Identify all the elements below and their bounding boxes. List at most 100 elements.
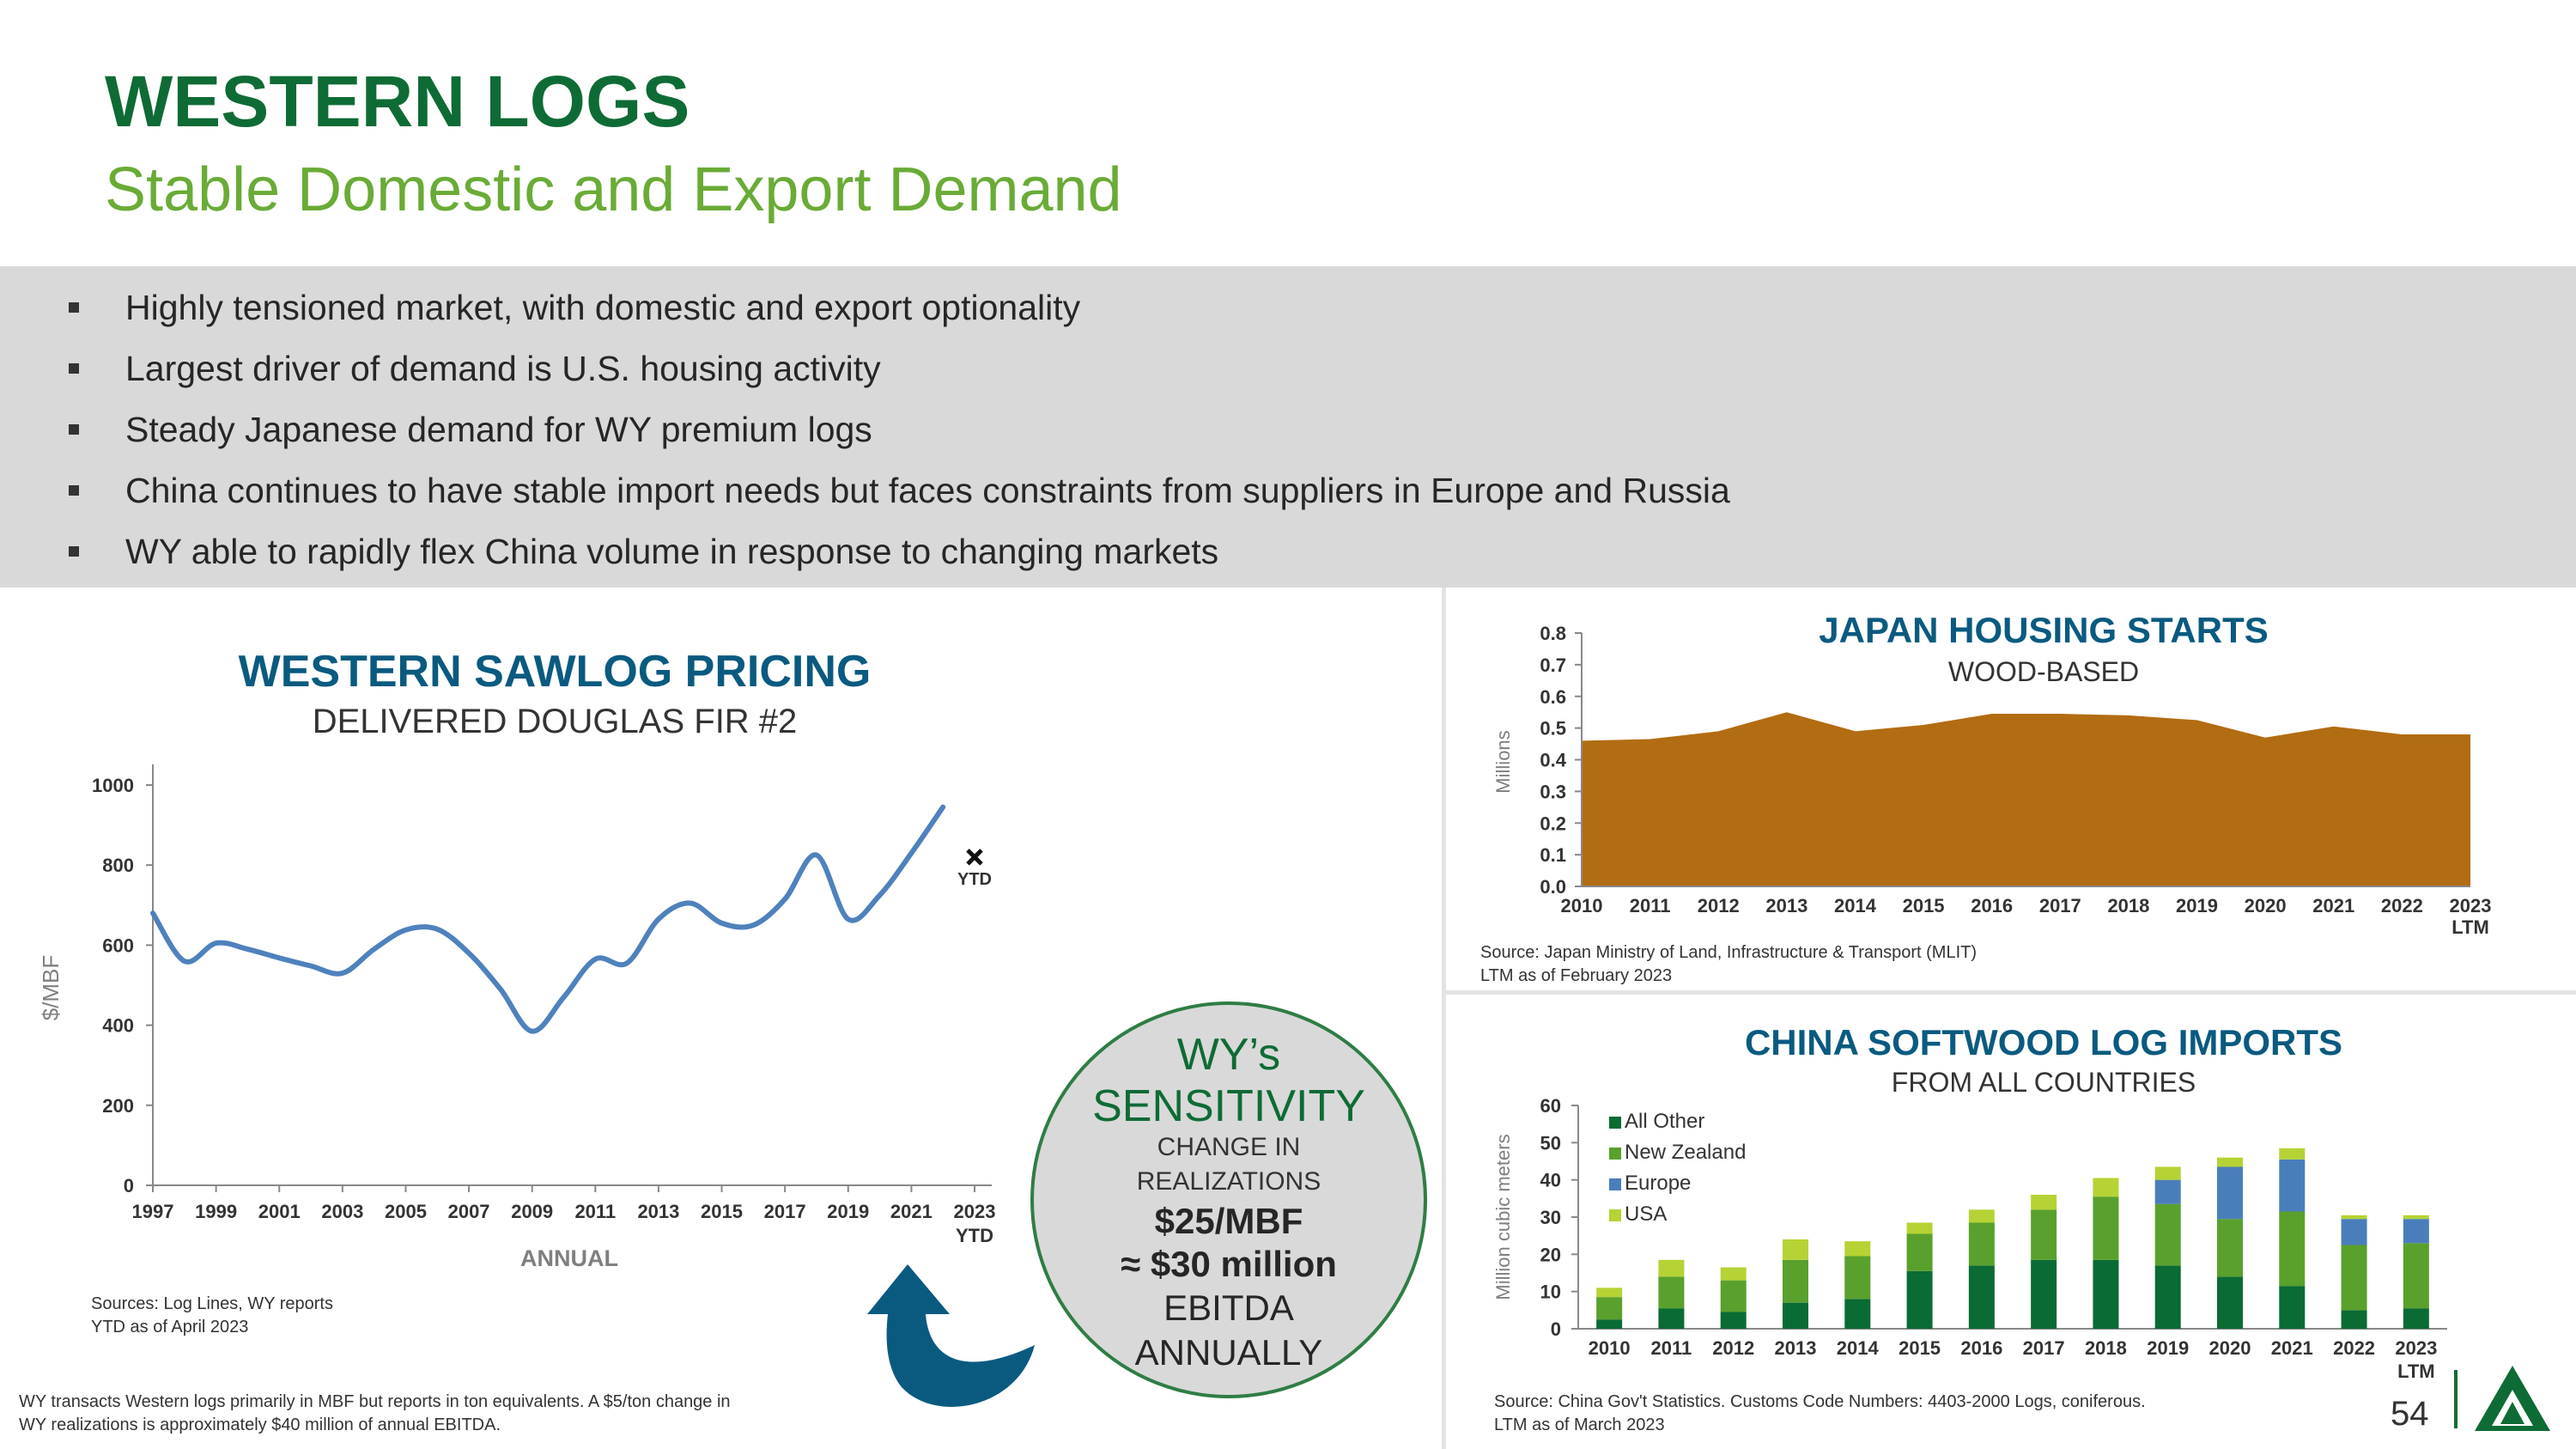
sensitivity-heading: WY’s SENSITIVITY [1034,1029,1424,1132]
china-asof: LTM as of March 2023 [1494,1416,1665,1434]
sawlog-x-tick-label: 1997 [132,1201,174,1222]
page-title: WESTERN LOGS [105,61,690,142]
bullet-square-icon [69,362,79,374]
sawlog-y-tick-label: 600 [102,935,134,956]
china-legend-label: Europe [1625,1172,1691,1195]
sawlog-x-tick-label: 2013 [637,1201,679,1222]
japan-source: Source: Japan Ministry of Land, Infrastr… [1480,943,1978,962]
sawlog-x-tick-label: 1999 [195,1201,237,1222]
china-bar-segment [1783,1259,1808,1303]
sensitivity-footer: EBITDA ANNUALLY [1034,1286,1424,1375]
china-bar-segment [2031,1209,2057,1260]
china-bar-segment [1844,1241,1871,1257]
curved-arrow-icon [867,1264,1035,1407]
sawlog-y-axis-title: $/MBF [38,955,64,1021]
china-bar-segment [1906,1233,1933,1271]
china-bar-segment [2154,1179,2181,1204]
page-subtitle: Stable Domestic and Export Demand [105,155,1122,224]
bullet-text: China continues to have stable import ne… [125,470,1730,510]
sawlog-x-tick-label: 2011 [574,1201,616,1222]
bullet-square-icon [69,484,79,496]
china-source: Source: China Gov't Statistics. Customs … [1494,1392,2146,1411]
sensitivity-footer-line1: EBITDA [1163,1288,1294,1328]
china-bar-segment [2279,1159,2306,1212]
sensitivity-price-change: $25/MBF [1154,1201,1303,1241]
china-bar-segment [1783,1302,1808,1329]
japan-x-tick-label: 2013 [1765,895,1807,916]
china-bar-segment [2093,1196,2119,1260]
sawlog-x-tick-label: 2015 [701,1201,743,1222]
bullet-item: Steady Japanese demand for WY premium lo… [69,399,1730,460]
sawlog-asof: YTD as of April 2023 [91,1318,249,1336]
sensitivity-desc-line1: CHANGE IN [1157,1133,1301,1161]
japan-y-axis-title: Millions [1492,730,1514,793]
japan-x-tick-label: 2020 [2245,895,2287,916]
china-y-tick-label: 10 [1540,1282,1561,1303]
china-y-tick-label: 0 [1551,1318,1561,1340]
japan-chart-title: JAPAN HOUSING STARTS [1819,610,2269,650]
japan-y-tick-label: 0.8 [1540,623,1566,644]
china-chart-title: CHINA SOFTWOOD LOG IMPORTS [1744,1022,2343,1062]
japan-x-tick-label: 2014 [1834,895,1877,916]
china-y-tick-label: 20 [1540,1244,1561,1265]
sensitivity-callout: WY’s SENSITIVITY CHANGE IN REALIZATIONS … [1030,1002,1427,1398]
sawlog-x-tick-label: 2001 [258,1201,301,1222]
panel-divider-vertical [1442,588,1446,1449]
sawlog-x-tick-label: 2003 [321,1201,363,1222]
sawlog-y-tick-label: 800 [102,855,134,876]
china-bar-segment [1720,1280,1747,1312]
sensitivity-description: CHANGE IN REALIZATIONS [1034,1130,1424,1199]
china-chart-subtitle: FROM ALL COUNTRIES [1891,1067,2196,1098]
japan-x-tick-label: 2010 [1561,895,1603,916]
japan-y-tick-label: 0.5 [1540,718,1566,740]
sawlog-y-tick-label: 0 [124,1175,134,1196]
sawlog-x-tick-label: 2021 [890,1201,933,1222]
japan-x-tick-label: 2017 [2039,895,2081,916]
japan-y-tick-label: 0.6 [1540,686,1566,708]
china-bar-segment [2279,1211,2306,1287]
china-x-tick-label: 2013 [1775,1337,1817,1359]
china-y-axis-title: Million cubic meters [1492,1134,1514,1300]
china-x-tick-label: 2023 [2395,1337,2437,1359]
japan-area-chart: 0.0 0.1 0.2 0.3 0.4 0.5 0.6 0.7 0.8 2010 2011 2012 2… [1492,623,2491,938]
china-bar-segment [2403,1219,2429,1244]
bullet-text: Steady Japanese demand for WY premium lo… [125,409,872,449]
china-bar-segment [1720,1267,1747,1281]
china-legend-label: New Zealand [1625,1141,1746,1164]
china-bar-segment [2093,1259,2119,1329]
china-bar-segment [1720,1312,1747,1329]
china-bar-segment [2341,1219,2367,1245]
japan-x-tick-label: 2021 [2312,895,2354,916]
bullet-item: Largest driver of demand is U.S. housing… [69,338,1730,399]
japan-chart-subtitle: WOOD-BASED [1947,656,2140,687]
sawlog-x-axis-title: ANNUAL [520,1245,618,1271]
japan-asof: LTM as of February 2023 [1480,966,1673,985]
sawlog-x-tick-label: 2009 [511,1201,553,1222]
japan-y-tick-label: 0.4 [1540,750,1566,771]
japan-y-tick-label: 0.3 [1540,781,1566,802]
sawlog-ytd-label: YTD [957,870,992,889]
sawlog-x-tick-label: 2007 [448,1201,490,1222]
china-bar-segment [2031,1259,2057,1329]
japan-y-tick-label: 0.0 [1540,876,1566,898]
sensitivity-footer-line2: ANNUALLY [1134,1332,1323,1373]
china-bar-segment [1658,1308,1685,1329]
china-bar-segment [2217,1157,2243,1167]
sawlog-x-tick-label: 2005 [385,1201,427,1222]
china-legend-label: USA [1625,1202,1667,1226]
china-legend-swatch [1609,1209,1621,1221]
china-bar-segment [2217,1166,2243,1220]
china-bar-segment [2154,1265,2181,1329]
china-bar-segment [1783,1239,1808,1260]
sensitivity-ebitda-impact: ≈ $30 million [1121,1244,1337,1284]
bullet-band [0,266,2576,588]
sawlog-chart-title: WESTERN SAWLOG PRICING [238,647,872,697]
japan-y-tick-label: 0.1 [1540,844,1566,866]
china-bar-segment [2154,1203,2181,1266]
china-x-tick-label: 2012 [1712,1337,1754,1359]
china-bar-segment [1906,1270,1933,1329]
china-x-tick-label: 2020 [2209,1337,2251,1359]
china-bar-segment [2031,1195,2057,1210]
china-bar-segment [1596,1319,1623,1329]
china-bar-segment [2154,1166,2181,1180]
